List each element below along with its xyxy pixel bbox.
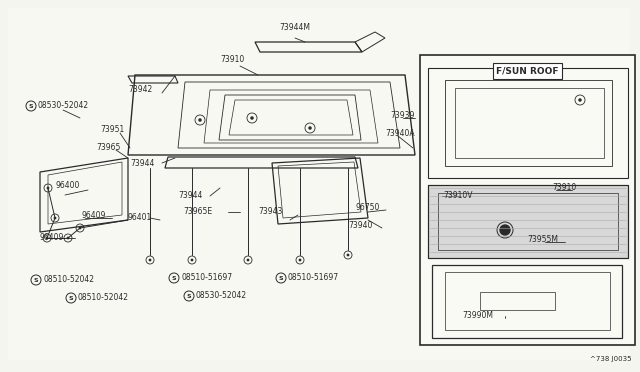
Text: S: S [172,276,176,280]
Text: 96400: 96400 [56,182,81,190]
Text: ^738 J0035: ^738 J0035 [591,356,632,362]
Polygon shape [428,185,628,258]
Text: 73910V: 73910V [443,192,472,201]
Circle shape [246,259,250,262]
Text: 73944M: 73944M [280,23,310,32]
Circle shape [500,225,510,235]
Text: 08510-52042: 08510-52042 [78,294,129,302]
Text: 73944: 73944 [178,190,202,199]
Text: 96750: 96750 [356,203,380,212]
Text: 73965: 73965 [96,144,120,153]
Circle shape [299,259,301,262]
Text: 73940A: 73940A [385,128,415,138]
Text: 73942: 73942 [128,86,152,94]
Circle shape [579,98,582,102]
Text: S: S [187,294,191,298]
Text: S: S [34,278,38,282]
Text: 73910: 73910 [220,55,244,64]
Polygon shape [8,8,630,360]
Text: 73940: 73940 [348,221,372,230]
Circle shape [198,118,202,122]
Text: 96401: 96401 [128,214,152,222]
Text: 73939: 73939 [390,110,414,119]
Text: 96409: 96409 [40,232,65,241]
Text: F/SUN ROOF: F/SUN ROOF [496,67,559,76]
Text: 08510-52042: 08510-52042 [43,276,94,285]
Circle shape [148,259,152,262]
Circle shape [47,187,49,189]
Text: 08510-51697: 08510-51697 [181,273,232,282]
Circle shape [67,237,69,240]
Circle shape [45,237,49,240]
Text: 73951: 73951 [100,125,124,135]
Text: 73910: 73910 [552,183,576,192]
Circle shape [250,116,253,120]
Bar [420,55,635,345]
Circle shape [347,254,349,256]
Text: 73990M: 73990M [462,311,493,321]
Circle shape [79,227,81,230]
Text: S: S [29,103,33,109]
Text: 08530-52042: 08530-52042 [38,102,89,110]
Text: 08530-52042: 08530-52042 [196,292,247,301]
Text: 73943: 73943 [258,208,282,217]
Circle shape [308,126,312,130]
Text: 96409: 96409 [82,211,106,219]
Text: 73955M: 73955M [527,235,558,244]
Text: 73965E: 73965E [183,208,212,217]
Text: S: S [68,295,74,301]
Text: S: S [278,276,284,280]
Text: 73944: 73944 [130,158,154,167]
Circle shape [191,259,193,262]
Text: 08510-51697: 08510-51697 [288,273,339,282]
Circle shape [54,217,56,219]
